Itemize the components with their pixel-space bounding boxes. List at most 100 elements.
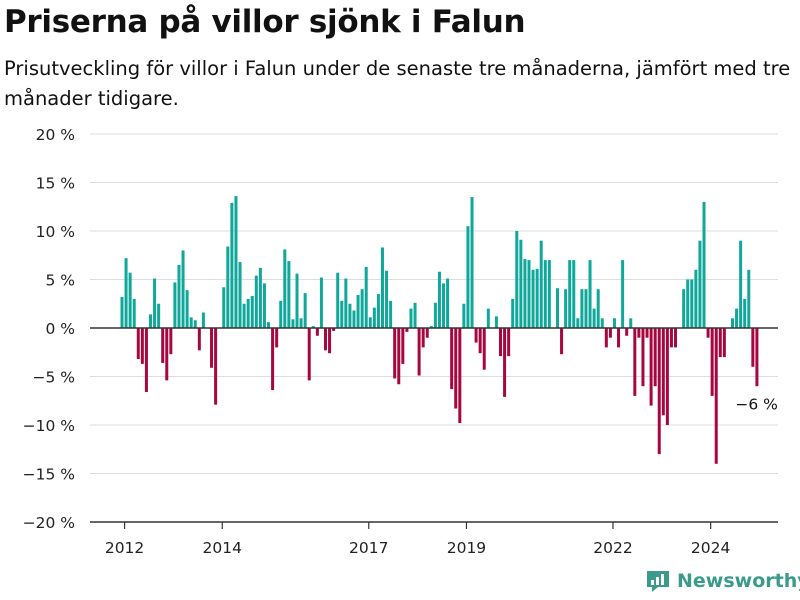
bar xyxy=(230,202,234,328)
bar xyxy=(397,328,401,385)
bar xyxy=(328,328,332,354)
bar xyxy=(405,328,409,332)
newsworthy-logo: Newsworthy xyxy=(645,568,800,594)
x-tick-label: 2012 xyxy=(105,539,144,557)
bar xyxy=(519,239,523,328)
bar xyxy=(564,289,568,328)
bar xyxy=(148,314,152,328)
bar xyxy=(710,328,714,396)
bar xyxy=(523,259,527,328)
bar xyxy=(242,303,246,328)
bar xyxy=(743,298,747,328)
x-tick-label: 2024 xyxy=(691,539,730,557)
y-tick-label: −15 % xyxy=(23,466,75,484)
y-tick-label: −20 % xyxy=(23,514,75,532)
bar xyxy=(612,318,616,328)
bar xyxy=(124,258,128,328)
bar xyxy=(368,317,372,328)
y-tick-label: 5 % xyxy=(45,272,75,290)
bar xyxy=(503,328,507,397)
bar xyxy=(295,273,299,328)
bar xyxy=(731,318,734,328)
bar xyxy=(747,269,751,328)
bar xyxy=(515,231,519,328)
bar xyxy=(499,328,503,357)
bar xyxy=(372,307,376,328)
bar xyxy=(735,308,739,328)
bar xyxy=(511,298,515,328)
bar xyxy=(539,240,543,328)
bar xyxy=(466,226,470,328)
y-tick-label: 10 % xyxy=(36,223,75,241)
bar xyxy=(136,328,140,360)
bar xyxy=(596,289,600,328)
bar xyxy=(271,328,275,391)
chart-subtitle: Prisutveckling för villor i Falun under … xyxy=(4,57,791,110)
bar xyxy=(600,318,604,328)
bar xyxy=(454,328,458,409)
bar xyxy=(474,328,478,343)
chart-title: Priserna på villor sjönk i Falun xyxy=(4,4,526,40)
bar xyxy=(324,328,327,351)
bar xyxy=(686,279,690,328)
bar xyxy=(315,328,319,336)
bar xyxy=(694,269,698,328)
bar xyxy=(210,328,214,368)
bar xyxy=(193,320,197,328)
bar xyxy=(433,302,437,328)
bar xyxy=(718,328,722,358)
bar xyxy=(661,328,665,416)
annotations: −6 % xyxy=(735,395,778,413)
bar xyxy=(462,303,466,328)
bar xyxy=(555,288,559,328)
y-tick-label: 20 % xyxy=(36,126,75,144)
x-axis-labels: 2012 2014 2017 2019 2022 2024 xyxy=(105,539,731,557)
bar xyxy=(450,328,454,390)
bar xyxy=(299,318,303,328)
bar xyxy=(649,328,653,406)
x-tick-label: 2022 xyxy=(593,539,632,557)
bar xyxy=(617,328,621,348)
bar xyxy=(653,328,657,387)
x-tick-label: 2014 xyxy=(203,539,242,557)
bar xyxy=(234,196,238,328)
bar xyxy=(682,289,686,328)
bar xyxy=(535,268,539,328)
bar xyxy=(421,328,425,348)
bar xyxy=(531,269,535,328)
bar xyxy=(446,278,450,328)
bar xyxy=(279,300,283,328)
bar xyxy=(588,260,592,328)
bar xyxy=(258,267,262,328)
bar xyxy=(674,328,678,348)
bar xyxy=(360,289,364,328)
bar xyxy=(120,296,124,328)
bar xyxy=(173,282,177,328)
brand-name: Newsworthy xyxy=(677,570,800,592)
newsworthy-icon xyxy=(647,571,669,592)
bar xyxy=(307,328,311,381)
bar xyxy=(385,270,389,328)
bar xyxy=(185,290,189,328)
bar xyxy=(698,240,702,328)
last-value-annotation: −6 % xyxy=(735,395,778,413)
bar xyxy=(543,260,547,328)
bar xyxy=(319,277,323,328)
bar xyxy=(226,246,230,328)
bar xyxy=(262,283,266,328)
bar xyxy=(344,278,348,328)
bar xyxy=(417,328,421,376)
bar xyxy=(291,319,295,328)
y-tick-label: −10 % xyxy=(23,417,75,435)
bar xyxy=(621,260,625,328)
y-axis-labels: 20 % 15 % 10 % 5 % 0 % −5 % −10 % −15 % −20 % xyxy=(23,126,75,532)
bar xyxy=(470,197,474,328)
bar xyxy=(482,328,486,370)
bar xyxy=(311,326,315,328)
bar xyxy=(641,328,645,387)
bar xyxy=(547,260,551,328)
bar xyxy=(144,328,148,393)
bar xyxy=(714,328,718,464)
bar xyxy=(625,328,629,336)
